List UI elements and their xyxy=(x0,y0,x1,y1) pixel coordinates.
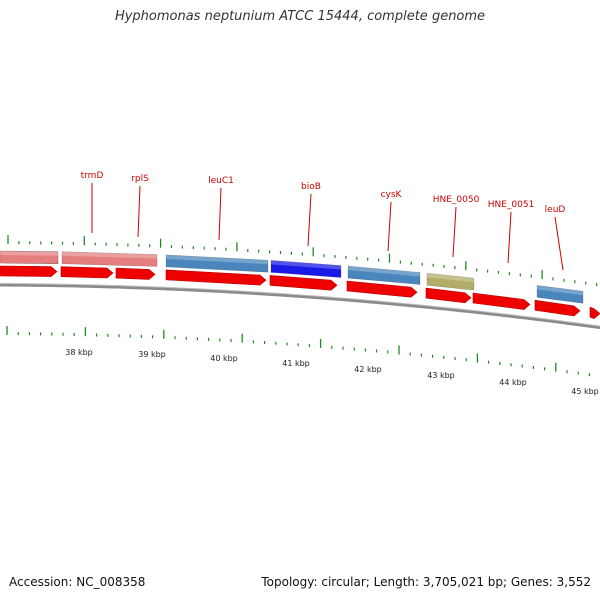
gene-leader-leud xyxy=(554,216,564,271)
feature-bar-hne-0050 xyxy=(426,272,475,291)
feature-bar-trmd xyxy=(0,250,59,265)
feature-bar-cysk xyxy=(347,265,421,285)
gene-leader-leuc1 xyxy=(218,187,222,241)
scale-label: 42 kbp xyxy=(354,365,382,374)
inner-tick-ring xyxy=(6,326,591,377)
gene-label-hne-0051: HNE_0051 xyxy=(488,200,535,210)
feature-bar-biob xyxy=(270,260,342,278)
scale-label: 38 kbp xyxy=(65,348,93,357)
feature-bar-rpls xyxy=(61,251,158,267)
outer-tick-ring xyxy=(7,235,598,287)
gene-label-biob: bioB xyxy=(301,182,321,192)
cds-arrow xyxy=(589,306,600,319)
backbone-highlight xyxy=(0,283,600,327)
scale-label: 41 kbp xyxy=(282,359,310,368)
feature-bar-hne-0050-highlight xyxy=(427,273,474,283)
gene-label-hne-0050: HNE_0050 xyxy=(433,195,480,205)
cds-arrow xyxy=(60,266,114,279)
cds-arrow xyxy=(425,287,472,304)
feature-bar-rpls-highlight xyxy=(62,251,157,259)
gene-label-cysk: cysK xyxy=(381,190,403,200)
scale-label: 40 kbp xyxy=(210,354,238,363)
gene-leader-hne-0050 xyxy=(452,206,457,258)
cds-arrow-track xyxy=(0,265,600,319)
cds-arrow xyxy=(269,275,338,291)
genome-backbone xyxy=(0,283,600,330)
scale-label: 44 kbp xyxy=(499,378,527,387)
gene-label-leuc1: leuC1 xyxy=(208,176,234,186)
scale-label: 43 kbp xyxy=(427,371,455,380)
gene-leader-hne-0051 xyxy=(507,211,512,264)
feature-bar-trmd-highlight xyxy=(0,251,58,256)
backbone-line xyxy=(0,283,600,330)
scale-label: 39 kbp xyxy=(138,350,166,359)
feature-bar-biob-highlight xyxy=(271,260,341,270)
gene-label-rpls: rplS xyxy=(131,174,149,184)
cds-arrow xyxy=(472,292,531,310)
feature-bar-leuc1-highlight xyxy=(166,254,268,265)
genome-summary-text: Topology: circular; Length: 3,705,021 bp… xyxy=(261,575,591,589)
gene-feature-track xyxy=(0,250,584,304)
gene-leader-biob xyxy=(307,193,312,247)
gene-label-trmd: trmD xyxy=(81,171,104,181)
map-title: Hyphomonas neptunium ATCC 15444, complet… xyxy=(114,9,486,24)
cds-arrow xyxy=(534,299,581,317)
gene-label-leud: leuD xyxy=(545,205,566,215)
accession-text: Accession: NC_008358 xyxy=(9,575,146,589)
cds-arrow xyxy=(0,265,58,277)
cds-arrow xyxy=(346,280,418,298)
scale-label: 45 kbp xyxy=(571,387,599,396)
feature-bar-leuc1 xyxy=(165,254,269,273)
gene-leader-rpls xyxy=(137,185,141,238)
feature-bar-leud-highlight xyxy=(537,285,583,296)
feature-bar-leud xyxy=(536,285,584,304)
feature-bar-cysk-highlight xyxy=(348,266,420,277)
cds-arrow xyxy=(165,269,267,286)
cds-arrow xyxy=(115,267,156,280)
gene-leader-cysk xyxy=(387,201,392,252)
scale-label-layer: 38 kbp 39 kbp 40 kbp 41 kbp 42 kbp 43 kbp 44 k… xyxy=(65,348,599,396)
